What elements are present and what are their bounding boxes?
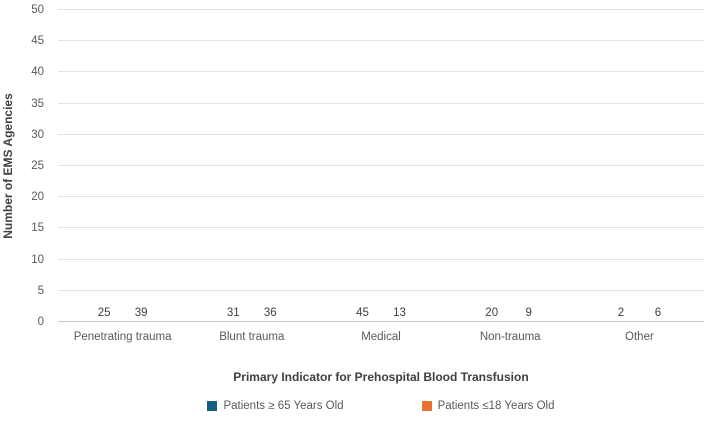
category-group: 31 36 Blunt trauma bbox=[187, 10, 316, 343]
y-tick-label: 25 bbox=[31, 160, 44, 172]
legend-label: Patients ≤18 Years Old bbox=[437, 400, 555, 412]
category-group: 2 6 Other bbox=[575, 10, 704, 343]
category-group: 45 13 Medical bbox=[316, 10, 445, 343]
y-tick-label: 45 bbox=[31, 35, 44, 48]
gridline bbox=[58, 258, 704, 260]
category-group: 25 39 Penetrating trauma bbox=[58, 10, 187, 343]
y-tick-label: 30 bbox=[31, 128, 44, 141]
bar-groups: 25 39 Penetrating trauma 31 36 Blunt trauma 45… bbox=[58, 10, 704, 343]
y-tick-label: 5 bbox=[37, 284, 44, 297]
bar-value-label: 20 bbox=[485, 307, 499, 319]
bar-value-label: 45 bbox=[356, 307, 369, 319]
legend-label: Patients ≥ 65 Years Old bbox=[223, 400, 344, 412]
bar-value-label: 25 bbox=[97, 307, 111, 319]
bar-value-label: 31 bbox=[226, 307, 240, 319]
gridline bbox=[58, 289, 704, 291]
y-tick-label: 20 bbox=[31, 191, 44, 204]
gridline bbox=[58, 71, 704, 73]
legend-swatch-icon bbox=[207, 401, 218, 411]
bar-value-label: 9 bbox=[525, 307, 532, 319]
bar-value-label: 13 bbox=[393, 307, 406, 319]
plot-area: 25 39 Penetrating trauma 31 36 Blunt trauma 45… bbox=[58, 9, 704, 343]
gridline bbox=[58, 165, 704, 166]
y-tick-label: 50 bbox=[31, 4, 44, 16]
gridline bbox=[58, 196, 704, 198]
y-tick-label: 40 bbox=[31, 66, 44, 79]
category-label: Other bbox=[625, 331, 654, 343]
y-axis-tick-labels: 0 5 10 15 20 25 30 35 40 45 50 bbox=[0, 4, 50, 328]
bar-value-label: 36 bbox=[263, 307, 277, 319]
gridline bbox=[58, 40, 704, 42]
legend: Patients ≥ 65 Years Old Patients ≤18 Year… bbox=[58, 400, 704, 412]
category-label: Blunt trauma bbox=[219, 331, 285, 343]
y-tick-label: 10 bbox=[31, 253, 44, 266]
gridline bbox=[58, 227, 704, 229]
y-tick-label: 0 bbox=[37, 316, 44, 328]
legend-swatch-icon bbox=[421, 401, 432, 411]
gridline bbox=[58, 133, 704, 135]
legend-item: Patients ≥ 65 Years Old bbox=[207, 400, 344, 412]
bar-value-label: 39 bbox=[134, 307, 148, 319]
category-group: 20 9 Non-trauma bbox=[446, 10, 575, 343]
x-axis-title: Primary Indicator for Prehospital Blood … bbox=[233, 370, 529, 384]
legend-item: Patients ≤18 Years Old bbox=[421, 400, 555, 412]
category-label: Non-trauma bbox=[479, 331, 541, 343]
category-label: Medical bbox=[361, 331, 401, 343]
gridline bbox=[58, 102, 704, 104]
gridline bbox=[58, 9, 704, 10]
y-tick-label: 35 bbox=[31, 97, 44, 110]
bar-value-label: 6 bbox=[654, 307, 662, 319]
x-axis-line bbox=[58, 321, 704, 322]
category-label: Penetrating trauma bbox=[73, 331, 172, 343]
bar-value-label: 2 bbox=[617, 307, 625, 319]
y-tick-label: 15 bbox=[31, 222, 44, 235]
